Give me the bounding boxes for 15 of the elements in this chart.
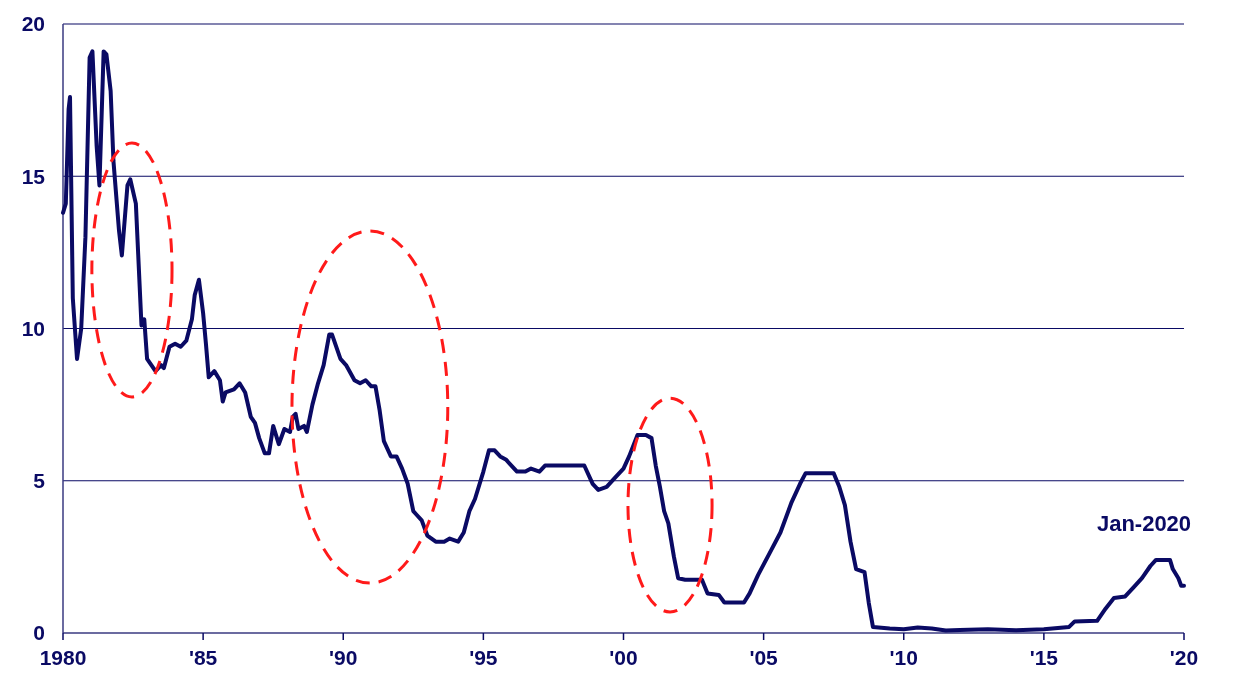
y-tick-label: 15 [21, 164, 46, 188]
y-tick-label: 5 [33, 469, 46, 493]
x-tick-label: '85 [188, 646, 218, 669]
x-tick-label: '20 [1169, 646, 1199, 669]
annotation: Jan-2020 [1096, 510, 1192, 536]
x-tick-label: 1980 [39, 646, 87, 669]
x-tick-label: '10 [889, 646, 918, 669]
y-tick-label: 0 [33, 621, 45, 645]
x-tick-label: '90 [329, 646, 358, 669]
x-tick-label: '05 [749, 646, 779, 669]
x-tick-label: '95 [469, 646, 498, 669]
y-tick-label: 10 [21, 316, 45, 340]
x-tick-label: '15 [1029, 646, 1059, 669]
x-tick-label: '00 [609, 646, 638, 669]
y-tick-label: 20 [21, 12, 45, 36]
